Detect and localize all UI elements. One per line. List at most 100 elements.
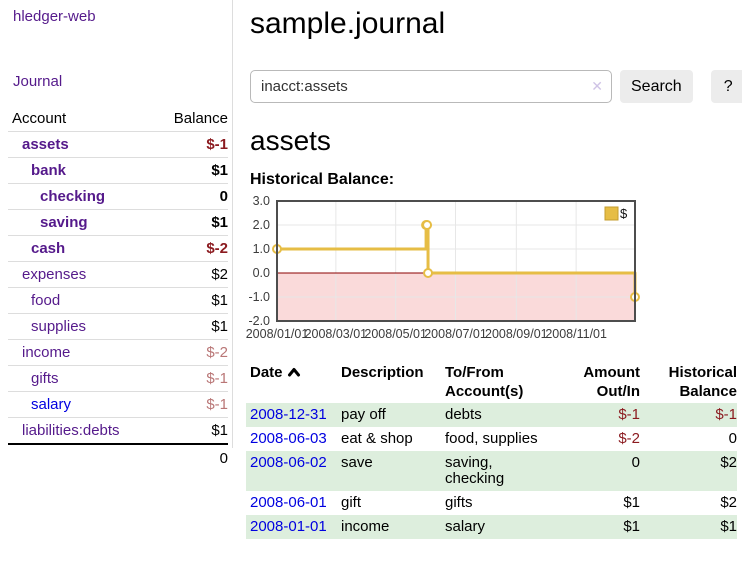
balance-chart: $3.0 2.0 1.0 0.0 -1.0 -2.02008/01/012008/03/0… — [246, 194, 640, 341]
account-balance: $2 — [156, 261, 228, 288]
transaction-description: gift — [341, 494, 362, 511]
register-row: 2008-06-03 eat & shop food, supplies $-2… — [246, 427, 737, 451]
page-title: sample.journal — [250, 7, 446, 40]
chart-label: Historical Balance: — [250, 171, 395, 188]
account-balance: $1 — [156, 157, 228, 184]
help-button[interactable]: ? — [710, 70, 742, 103]
amount-header-line2: Out/In — [596, 383, 640, 400]
transaction-balance: 0 — [728, 430, 737, 447]
transaction-accounts: salary — [445, 518, 486, 535]
transaction-description: save — [341, 454, 373, 471]
transaction-balance: $2 — [720, 454, 737, 471]
account-link-salary[interactable]: salary — [31, 396, 72, 413]
sidebar: hledger-web Journal Account Balance asse… — [0, 0, 233, 472]
account-heading: assets — [250, 125, 331, 156]
account-link-checking[interactable]: checking — [40, 188, 106, 205]
register-header-date[interactable]: Date — [246, 361, 341, 403]
account-balance: $-1 — [156, 131, 228, 158]
app: hledger-web Journal Account Balance asse… — [0, 0, 742, 539]
transaction-amount: $-1 — [618, 406, 640, 423]
account-link-bank[interactable]: bank — [31, 162, 67, 179]
svg-text:2008/09/01: 2008/09/01 — [485, 327, 548, 341]
svg-text:-1.0: -1.0 — [248, 290, 270, 304]
transaction-amount: $-2 — [618, 430, 640, 447]
svg-text:-2.0: -2.0 — [248, 314, 270, 328]
account-row: bank $1 — [8, 157, 228, 184]
search-input[interactable] — [250, 70, 612, 103]
register-header-description: Description — [341, 364, 424, 381]
brand-link[interactable]: hledger-web — [13, 8, 96, 25]
date-header-label: Date — [250, 364, 283, 381]
account-link-gifts[interactable]: gifts — [31, 370, 59, 387]
account-balance: 0 — [156, 183, 228, 210]
account-link-expenses[interactable]: expenses — [22, 266, 87, 283]
account-balance: $-2 — [156, 235, 228, 262]
account-balance: $1 — [156, 209, 228, 236]
account-row: cash $-2 — [8, 235, 228, 262]
transaction-description: eat & shop — [341, 430, 413, 447]
svg-text:2008/01/01: 2008/01/01 — [246, 327, 308, 341]
svg-text:2008/03/01: 2008/03/01 — [305, 327, 368, 341]
transaction-accounts: saving, checking — [445, 454, 505, 487]
register-row: 2008-12-31 pay off debts $-1 $-1 — [246, 403, 737, 427]
svg-text:$: $ — [620, 206, 628, 221]
transaction-description: pay off — [341, 406, 386, 423]
svg-text:2008/05/01: 2008/05/01 — [364, 327, 427, 341]
transaction-date-link[interactable]: 2008-06-01 — [250, 494, 327, 511]
search-form: ✕ Search ? — [250, 70, 742, 103]
balance-header-line2: Balance — [679, 383, 737, 400]
account-row: gifts $-1 — [8, 365, 228, 392]
transaction-accounts: gifts — [445, 494, 473, 511]
register-header-amount: Amount Out/In — [565, 361, 640, 403]
account-balance: $1 — [156, 287, 228, 314]
transaction-date-link[interactable]: 2008-01-01 — [250, 518, 327, 535]
clear-search-icon[interactable]: ✕ — [591, 78, 603, 94]
transaction-accounts: debts — [445, 406, 482, 423]
svg-text:2008/11/01: 2008/11/01 — [545, 327, 607, 341]
transaction-amount: $1 — [623, 518, 640, 535]
search-box: ✕ — [250, 70, 612, 103]
account-row: liabilities:debts $1 — [8, 417, 228, 445]
transaction-date-link[interactable]: 2008-06-02 — [250, 454, 327, 471]
transaction-balance: $2 — [720, 494, 737, 511]
transaction-balance: $1 — [720, 518, 737, 535]
account-row: income $-2 — [8, 339, 228, 366]
nav-journal-link[interactable]: Journal — [13, 73, 63, 90]
register-header-accounts: To/From Account(s) — [445, 361, 565, 403]
account-link-liabilities-debts[interactable]: liabilities:debts — [22, 422, 120, 439]
search-button[interactable]: Search — [620, 70, 693, 103]
accounts-total: 0 — [156, 443, 228, 472]
account-balance: $-2 — [156, 339, 228, 366]
account-row: assets $-1 — [8, 131, 228, 158]
account-link-saving[interactable]: saving — [40, 214, 88, 231]
transaction-balance: $-1 — [715, 406, 737, 423]
account-link-assets[interactable]: assets — [22, 136, 69, 153]
accounts-total-row: 0 — [8, 443, 228, 472]
transaction-date-link[interactable]: 2008-12-31 — [250, 406, 327, 423]
account-link-supplies[interactable]: supplies — [31, 318, 87, 335]
sort-ascending-icon — [287, 363, 301, 382]
svg-text:1.0: 1.0 — [253, 242, 270, 256]
account-row: food $1 — [8, 287, 228, 314]
register-header-balance: Historical Balance — [640, 361, 737, 403]
transaction-accounts: food, supplies — [445, 430, 538, 447]
accounts-header-line2: Account(s) — [445, 383, 524, 400]
main-panel: sample.journal ✕ Search ? assets Histori… — [233, 0, 742, 539]
account-link-income[interactable]: income — [22, 344, 71, 361]
register-header-row: Date Description To/From Account(s) Amou… — [246, 361, 737, 403]
accounts-header-account: Account — [8, 106, 157, 132]
accounts-header-row: Account Balance — [8, 106, 228, 132]
svg-text:2.0: 2.0 — [253, 218, 270, 232]
register-row: 2008-06-02 save saving, checking 0 $2 — [246, 451, 737, 491]
account-link-food[interactable]: food — [31, 292, 61, 309]
transaction-date-link[interactable]: 2008-06-03 — [250, 430, 327, 447]
account-balance: $1 — [156, 417, 228, 445]
account-row: supplies $1 — [8, 313, 228, 340]
account-link-cash[interactable]: cash — [31, 240, 66, 257]
account-balance: $1 — [156, 313, 228, 340]
account-row: expenses $2 — [8, 261, 228, 288]
accounts-header-line1: To/From — [445, 364, 504, 381]
register-row: 2008-01-01 income salary $1 $1 — [246, 515, 737, 539]
amount-header-line1: Amount — [583, 364, 640, 381]
transaction-description: income — [341, 518, 390, 535]
